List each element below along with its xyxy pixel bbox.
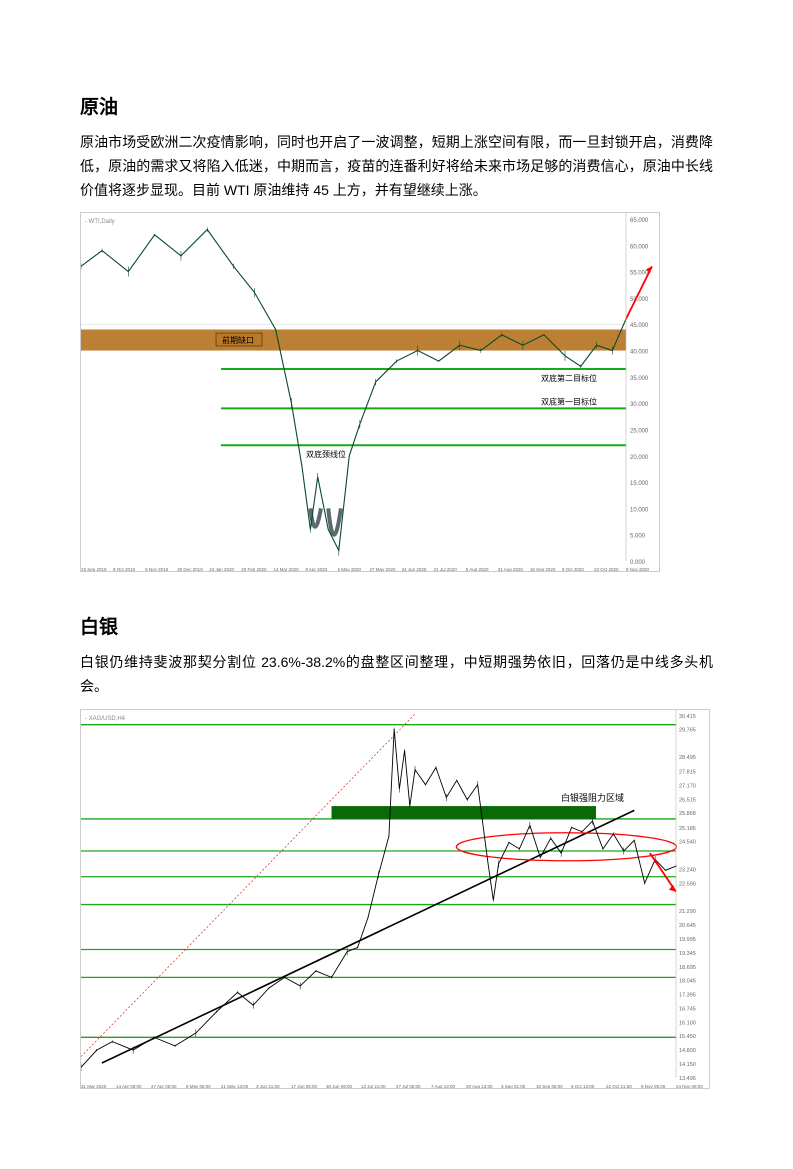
svg-text:白银强阻力区域: 白银强阻力区域 — [561, 792, 624, 803]
svg-text:23.240: 23.240 — [679, 867, 696, 873]
svg-text:7 Aug 13:00: 7 Aug 13:00 — [431, 1084, 456, 1089]
svg-text:16.745: 16.745 — [679, 1007, 696, 1013]
svg-text:21 May 13:00: 21 May 13:00 — [221, 1084, 249, 1089]
svg-text:27.815: 27.815 — [679, 769, 696, 775]
svg-text:23 Oct 2020: 23 Oct 2020 — [594, 567, 619, 572]
svg-text:21 Jul 2020: 21 Jul 2020 — [434, 567, 458, 572]
svg-text:6 Nov 2019: 6 Nov 2019 — [145, 567, 169, 572]
svg-text:14.150: 14.150 — [679, 1062, 696, 1068]
svg-text:24.540: 24.540 — [679, 840, 696, 846]
svg-text:15.000: 15.000 — [630, 481, 649, 487]
svg-text:10.000: 10.000 — [630, 508, 649, 514]
svg-text:21.290: 21.290 — [679, 909, 696, 915]
svg-text:60.000: 60.000 — [630, 245, 649, 251]
svg-text:65.000: 65.000 — [630, 218, 649, 224]
svg-text:双底第一目标位: 双底第一目标位 — [541, 397, 597, 407]
silver-title: 白银 — [80, 612, 713, 639]
svg-text:30.415: 30.415 — [679, 714, 696, 720]
svg-text:5 Aug 2020: 5 Aug 2020 — [466, 567, 489, 572]
svg-text:9 Nov 2020: 9 Nov 2020 — [626, 567, 650, 572]
svg-text:24 Jun 2020: 24 Jun 2020 — [402, 567, 427, 572]
svg-text:8 May 06:00: 8 May 06:00 — [186, 1084, 211, 1089]
svg-text:20 Feb 2020: 20 Feb 2020 — [241, 567, 267, 572]
svg-text:14 Apr 06:00: 14 Apr 06:00 — [116, 1084, 142, 1089]
svg-text:0.000: 0.000 — [630, 560, 646, 566]
svg-text:22 Oct 21:00: 22 Oct 21:00 — [606, 1084, 632, 1089]
svg-text:13 Jul 21:00: 13 Jul 21:00 — [361, 1084, 386, 1089]
svg-text:20.645: 20.645 — [679, 923, 696, 929]
svg-text:27.170: 27.170 — [679, 783, 696, 789]
svg-text:45.000: 45.000 — [630, 324, 649, 330]
svg-text:9 Oct 2019: 9 Oct 2019 — [113, 567, 136, 572]
svg-text:22.590: 22.590 — [679, 881, 696, 887]
svg-text:15.450: 15.450 — [679, 1034, 696, 1040]
svg-text:15 Sep 2019: 15 Sep 2019 — [81, 567, 107, 572]
svg-text:双底颈线位: 双底颈线位 — [306, 450, 346, 460]
svg-text:3 Sep 01:00: 3 Sep 01:00 — [501, 1084, 526, 1089]
svg-text:9 Oct 13:00: 9 Oct 13:00 — [571, 1084, 595, 1089]
svg-text:16.100: 16.100 — [679, 1020, 696, 1026]
silver-paragraph: 白银仍维持斐波那契分割位 23.6%-38.2%的盘整区间整理，中短期强势依旧，… — [80, 651, 713, 699]
svg-text:55.000: 55.000 — [630, 271, 649, 277]
svg-text:50.000: 50.000 — [630, 297, 649, 303]
svg-text:9 Oct 2020: 9 Oct 2020 — [562, 567, 585, 572]
oil-paragraph: 原油市场受欧洲二次疫情影响，同时也开启了一波调整，短期上涨空间有限，而一旦封锁开… — [80, 131, 713, 202]
svg-text:20 Aug 13:00: 20 Aug 13:00 — [466, 1084, 493, 1089]
svg-text:17 Jun 05:00: 17 Jun 05:00 — [291, 1084, 318, 1089]
svg-text:18.045: 18.045 — [679, 979, 696, 985]
svg-text:31 Mar 2020: 31 Mar 2020 — [81, 1084, 107, 1089]
svg-text:双底第二目标位: 双底第二目标位 — [541, 373, 597, 383]
svg-text:18.695: 18.695 — [679, 965, 696, 971]
svg-text:40.000: 40.000 — [630, 350, 649, 356]
svg-text:27 Apr 06:00: 27 Apr 06:00 — [151, 1084, 177, 1089]
svg-text:20.000: 20.000 — [630, 455, 649, 461]
svg-text:28.495: 28.495 — [679, 755, 696, 761]
svg-text:13.495: 13.495 — [679, 1076, 696, 1082]
svg-text:- XAG/USD,H4: - XAG/USD,H4 — [85, 716, 126, 722]
svg-text:30 Dec 2019: 30 Dec 2019 — [177, 567, 203, 572]
svg-text:19.995: 19.995 — [679, 937, 696, 943]
svg-text:16 Sep 2020: 16 Sep 2020 — [530, 567, 556, 572]
svg-text:25.000: 25.000 — [630, 429, 649, 435]
svg-text:14.800: 14.800 — [679, 1048, 696, 1054]
oil-title: 原油 — [80, 92, 713, 119]
svg-text:29.765: 29.765 — [679, 728, 696, 734]
silver-chart: 30.415 29.765 28.495 27.815 27.170 26.515 25.8… — [80, 709, 710, 1089]
svg-text:27 Jul 05:00: 27 Jul 05:00 — [396, 1084, 421, 1089]
svg-text:13 Mar 2020: 13 Mar 2020 — [273, 567, 299, 572]
svg-text:25.185: 25.185 — [679, 826, 696, 832]
svg-text:8 Apr 2020: 8 Apr 2020 — [305, 567, 327, 572]
svg-text:5.000: 5.000 — [630, 534, 646, 540]
svg-text:26.515: 26.515 — [679, 797, 696, 803]
svg-text:- WTI,Daily: - WTI,Daily — [85, 219, 115, 225]
svg-text:前期缺口: 前期缺口 — [222, 335, 254, 345]
svg-text:3 Jun 21:00: 3 Jun 21:00 — [256, 1084, 280, 1089]
svg-text:30 Jun 09:00: 30 Jun 09:00 — [326, 1084, 353, 1089]
svg-text:9 Nov 05:00: 9 Nov 05:00 — [641, 1084, 666, 1089]
svg-text:31 Aug 2020: 31 Aug 2020 — [498, 567, 524, 572]
svg-text:19.345: 19.345 — [679, 951, 696, 957]
svg-text:24 Jan 2020: 24 Jan 2020 — [209, 567, 234, 572]
oil-chart: 65.000 60.000 55.000 50.000 45.000 40.000 35.0… — [80, 212, 660, 572]
svg-text:17.395: 17.395 — [679, 993, 696, 999]
svg-text:35.000: 35.000 — [630, 376, 649, 382]
svg-text:16 Sep 05:00: 16 Sep 05:00 — [536, 1084, 563, 1089]
svg-text:24 Nov 09:00: 24 Nov 09:00 — [676, 1084, 703, 1089]
svg-text:27 May 2020: 27 May 2020 — [370, 567, 397, 572]
svg-text:25.868: 25.868 — [679, 811, 696, 817]
svg-text:5 May 2020: 5 May 2020 — [337, 567, 361, 572]
svg-text:30.000: 30.000 — [630, 403, 649, 409]
